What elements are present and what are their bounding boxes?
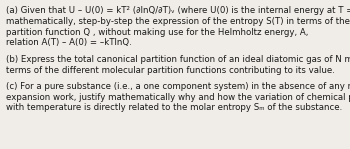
- Text: with temperature is directly related to the molar entropy Sₘ of the substance.: with temperature is directly related to …: [6, 103, 342, 112]
- Text: (c) For a pure substance (i.e., a one component system) in the absence of any no: (c) For a pure substance (i.e., a one co…: [6, 82, 350, 91]
- Text: terms of the different molecular partition functions contributing to its value.: terms of the different molecular partiti…: [6, 66, 334, 74]
- Text: expansion work, justify mathematically why and how the variation of chemical pot: expansion work, justify mathematically w…: [6, 93, 350, 102]
- Text: (b) Express the total canonical partition function of an ideal diatomic gas of N: (b) Express the total canonical partitio…: [6, 55, 350, 64]
- Text: relation A(T) – A(0) = –kTlnQ.: relation A(T) – A(0) = –kTlnQ.: [6, 38, 131, 47]
- Text: partition function Q , without making use for the Helmholtz energy, A,: partition function Q , without making us…: [6, 28, 308, 37]
- Text: (a) Given that U – U(0) = kT² (∂lnQ/∂T)ᵥ (where U(0) is the internal energy at T: (a) Given that U – U(0) = kT² (∂lnQ/∂T)ᵥ…: [6, 6, 350, 15]
- Text: mathematically, step-by-step the expression of the entropy S(T) in terms of the : mathematically, step-by-step the express…: [6, 17, 350, 26]
